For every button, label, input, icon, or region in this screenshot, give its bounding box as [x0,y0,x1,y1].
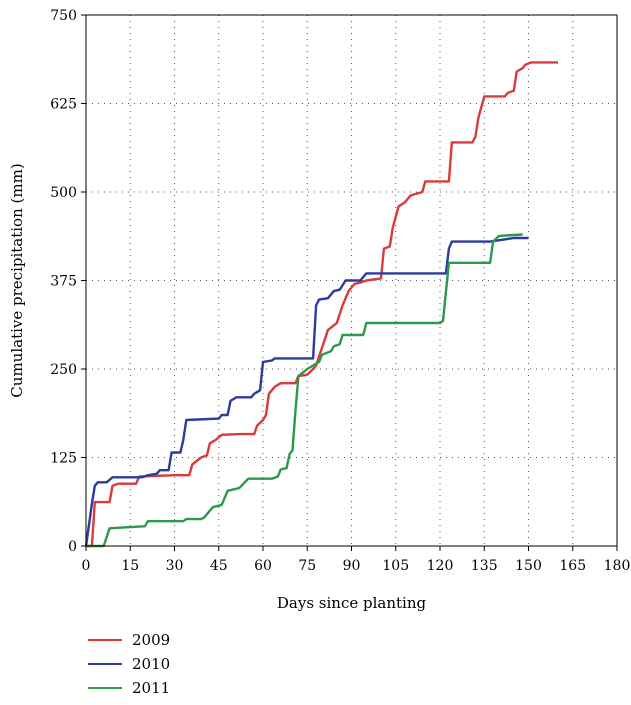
series-line-2009 [86,61,558,548]
legend: 2009 2010 2011 [88,628,170,700]
series-line-2011 [86,233,523,548]
legend-item-2011: 2011 [88,676,170,700]
legend-item-2010: 2010 [88,652,170,676]
y-tick-label: 500 [50,185,77,201]
legend-swatch-2011 [88,687,122,689]
y-tick-label: 250 [50,362,77,378]
x-tick-label: 15 [121,558,139,574]
y-tick-label: 0 [68,539,77,555]
x-tick-label: 45 [210,558,228,574]
x-tick-label: 90 [343,558,361,574]
y-tick-label: 375 [50,274,77,290]
x-tick-label: 120 [427,558,454,574]
legend-label-2010: 2010 [132,655,171,673]
x-tick-label: 165 [559,558,586,574]
legend-swatch-2009 [88,639,122,641]
x-tick-label: 105 [382,558,409,574]
legend-label-2011: 2011 [132,679,171,697]
x-tick-label: 75 [298,558,316,574]
x-tick-label: 0 [82,558,91,574]
x-axis-ticks: 0 15 30 45 60 75 90 105 120 135 150 165 180 [82,546,631,574]
y-axis-title: Cumulative precipitation (mm) [8,163,26,397]
legend-label-2009: 2009 [132,631,171,649]
series-lines [84,61,558,548]
x-axis-title: Days since planting [277,594,427,612]
y-tick-label: 625 [50,97,77,113]
y-tick-label: 125 [50,451,77,467]
x-tick-label: 150 [515,558,542,574]
x-tick-label: 60 [254,558,272,574]
chart-svg: 0 15 30 45 60 75 90 105 120 135 150 165 180 0 125 250 3… [8,8,631,612]
legend-item-2009: 2009 [88,628,170,652]
series-line-2010 [84,236,529,547]
legend-swatch-2010 [88,663,122,665]
y-axis-ticks: 0 125 250 375 500 625 750 [50,8,86,555]
x-tick-label: 135 [471,558,498,574]
x-tick-label: 180 [604,558,631,574]
x-tick-label: 30 [166,558,184,574]
y-tick-label: 750 [50,8,77,24]
